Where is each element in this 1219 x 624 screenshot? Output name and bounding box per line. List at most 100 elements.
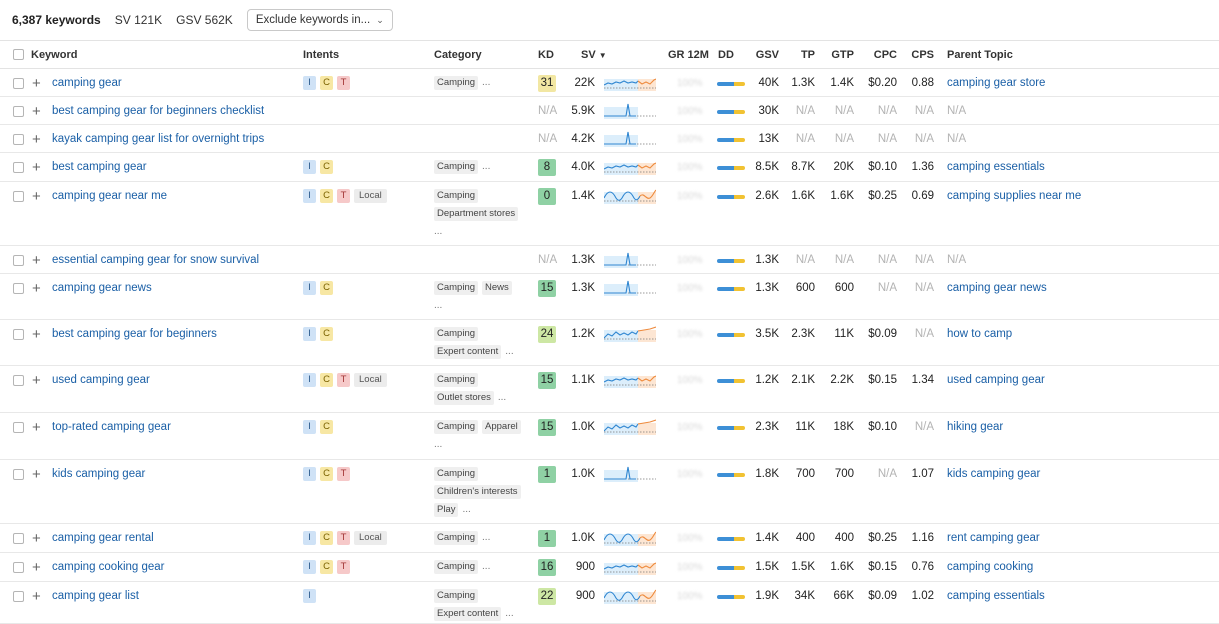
row-checkbox[interactable] <box>13 375 24 386</box>
add-to-list-icon[interactable]: + <box>32 252 41 269</box>
cpc-value: $0.10 <box>868 421 897 433</box>
col-cps[interactable]: CPS <box>911 49 934 61</box>
summary-bar: 6,387 keywords SV 121K GSV 562K Exclude … <box>0 0 1219 40</box>
category-line: Camping <box>434 589 514 607</box>
col-gtp[interactable]: GTP <box>831 49 854 61</box>
col-gr-12m[interactable]: GR 12M <box>668 49 709 61</box>
more-categories[interactable]: ... <box>482 532 491 543</box>
gr-12m-value: 100% <box>677 78 703 89</box>
more-categories[interactable]: ... <box>482 161 491 172</box>
keyword-link[interactable]: essential camping gear for snow survival <box>52 254 260 266</box>
row-checkbox[interactable] <box>13 134 24 145</box>
category-line: Camping News <box>434 281 516 299</box>
more-categories[interactable]: ... <box>434 226 443 237</box>
col-tp[interactable]: TP <box>800 49 815 61</box>
keyword-link[interactable]: kayak camping gear list for overnight tr… <box>52 133 265 145</box>
parent-topic-link[interactable]: how to camp <box>947 328 1013 340</box>
row-checkbox[interactable] <box>13 422 24 433</box>
row-checkbox[interactable] <box>13 255 24 266</box>
col-category[interactable]: Category <box>434 49 482 61</box>
col-keyword[interactable]: Keyword <box>31 49 78 61</box>
parent-topic-link[interactable]: kids camping gear <box>947 468 1041 480</box>
add-to-list-icon[interactable]: + <box>32 419 41 436</box>
col-dd[interactable]: DD <box>718 49 734 61</box>
row-checkbox[interactable] <box>13 533 24 544</box>
category-line: ... <box>434 438 525 456</box>
category-tag: Camping <box>434 281 479 295</box>
select-all-checkbox[interactable] <box>13 49 24 60</box>
keywords-count: 6,387 keywords <box>12 13 101 27</box>
keyword-link[interactable]: camping cooking gear <box>52 561 165 573</box>
cpc-value: $0.09 <box>868 328 897 340</box>
keyword-link[interactable]: top-rated camping gear <box>52 421 171 433</box>
parent-topic-link[interactable]: camping essentials <box>947 161 1045 173</box>
col-sv[interactable]: SV ▼ <box>581 49 607 61</box>
add-to-list-icon[interactable]: + <box>32 280 41 297</box>
row-checkbox[interactable] <box>13 191 24 202</box>
category-tag: Camping <box>434 420 479 434</box>
more-categories[interactable]: ... <box>434 300 443 311</box>
exclude-keywords-dropdown[interactable]: Exclude keywords in... ⌄ <box>246 9 393 31</box>
more-categories[interactable]: ... <box>482 561 491 572</box>
add-to-list-icon[interactable]: + <box>32 188 41 205</box>
keyword-link[interactable]: camping gear <box>52 77 122 89</box>
more-categories[interactable]: ... <box>462 504 471 515</box>
category-line: Outlet stores... <box>434 391 506 409</box>
add-to-list-icon[interactable]: + <box>32 530 41 547</box>
keyword-link[interactable]: camping gear list <box>52 590 139 602</box>
add-to-list-icon[interactable]: + <box>32 559 41 576</box>
keyword-link[interactable]: camping gear news <box>52 282 152 294</box>
add-to-list-icon[interactable]: + <box>32 588 41 605</box>
add-to-list-icon[interactable]: + <box>32 159 41 176</box>
row-checkbox[interactable] <box>13 562 24 573</box>
add-to-list-icon[interactable]: + <box>32 131 41 148</box>
row-checkbox[interactable] <box>13 162 24 173</box>
more-categories[interactable]: ... <box>497 392 507 403</box>
category-line: Play... <box>434 503 525 521</box>
more-categories[interactable]: ... <box>434 439 443 450</box>
table-row: + camping gear I C T Camping... 31 22K 100% 40K 1.… <box>0 69 1219 97</box>
keyword-link[interactable]: best camping gear <box>52 161 147 173</box>
category-tag: Camping <box>434 327 479 341</box>
col-intents[interactable]: Intents <box>303 49 340 61</box>
table-row: + camping gear rental I C T Local Camping... 1 1… <box>0 524 1219 553</box>
more-categories[interactable]: ... <box>482 77 491 88</box>
parent-topic-link[interactable]: camping essentials <box>947 590 1045 602</box>
category-cell: Camping... <box>434 160 490 178</box>
col-parent-topic[interactable]: Parent Topic <box>947 49 1013 61</box>
add-to-list-icon[interactable]: + <box>32 326 41 343</box>
row-checkbox[interactable] <box>13 591 24 602</box>
more-categories[interactable]: ... <box>505 346 514 357</box>
parent-topic-link[interactable]: used camping gear <box>947 374 1045 386</box>
row-checkbox[interactable] <box>13 106 24 117</box>
row-checkbox[interactable] <box>13 78 24 89</box>
parent-topic-link[interactable]: camping supplies near me <box>947 190 1082 202</box>
col-gsv[interactable]: GSV <box>755 49 779 61</box>
row-checkbox[interactable] <box>13 469 24 480</box>
add-to-list-icon[interactable]: + <box>32 75 41 92</box>
parent-topic-link[interactable]: camping cooking <box>947 561 1034 573</box>
more-categories[interactable]: ... <box>505 608 514 619</box>
keyword-link[interactable]: camping gear rental <box>52 532 154 544</box>
add-to-list-icon[interactable]: + <box>32 466 41 483</box>
keyword-link[interactable]: camping gear near me <box>52 190 168 202</box>
keyword-link[interactable]: best camping gear for beginners <box>52 328 217 340</box>
keyword-link[interactable]: used camping gear <box>52 374 150 386</box>
row-checkbox[interactable] <box>13 329 24 340</box>
keyword-link[interactable]: kids camping gear <box>52 468 146 480</box>
parent-topic-link[interactable]: hiking gear <box>947 421 1004 433</box>
parent-topic-link[interactable]: rent camping gear <box>947 532 1040 544</box>
add-to-list-icon[interactable]: + <box>32 103 41 120</box>
parent-topic-link[interactable]: camping gear store <box>947 77 1046 89</box>
gsv-value: 8.5K <box>755 161 779 173</box>
col-kd[interactable]: KD <box>538 49 554 61</box>
sv-trend-sparkline <box>604 589 656 604</box>
add-to-list-icon[interactable]: + <box>32 372 41 389</box>
parent-topic-link[interactable]: camping gear news <box>947 282 1047 294</box>
gtp-value: 400 <box>834 532 854 544</box>
keyword-link[interactable]: best camping gear for beginners checklis… <box>52 105 265 117</box>
row-checkbox[interactable] <box>13 283 24 294</box>
dd-bar <box>717 426 745 430</box>
cps-value: N/A <box>914 254 934 266</box>
col-cpc[interactable]: CPC <box>873 49 897 61</box>
